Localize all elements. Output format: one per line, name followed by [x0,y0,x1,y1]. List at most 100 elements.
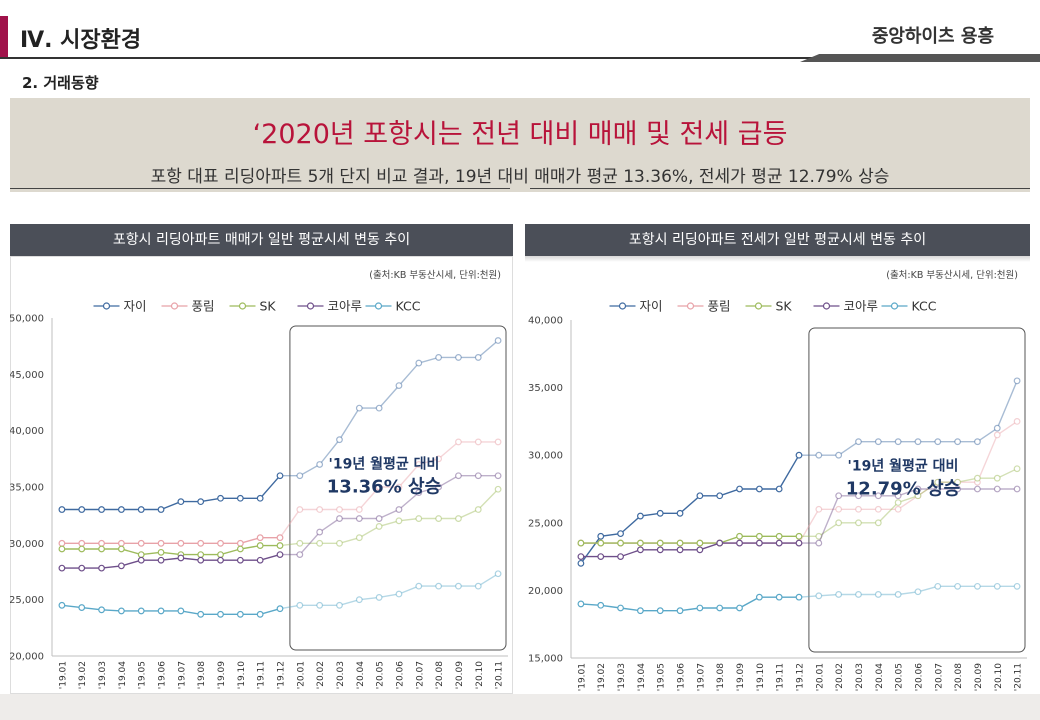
data-point [656,509,664,517]
jeonse-price-line-chart: (출처:KB 부동산시세, 단위:천원) 자이 풍림 SK 코아루 KCC 15,000 20… [528,269,1027,692]
data-point [474,438,482,446]
data-point [835,451,843,459]
data-point [98,564,105,572]
x-tick-label: '20.04 [875,663,885,692]
data-point [355,596,363,604]
data-point [117,539,125,547]
data-point [636,607,644,615]
data-point [217,539,224,547]
data-point [636,512,644,520]
data-point [934,438,942,446]
x-tick-label: '20.05 [376,661,386,689]
x-tick-label: '20.07 [934,663,944,691]
x-tick-label: '19.12 [796,663,806,691]
data-point [58,539,66,547]
data-point [716,604,724,612]
data-point [98,606,105,614]
data-point [894,591,902,598]
data-point [755,532,763,540]
data-point [855,591,862,598]
annotation-line2: 13.36% 상승 [327,477,441,498]
data-point [117,506,125,513]
data-point [78,545,86,553]
data-point [874,519,882,527]
data-point [78,506,86,513]
data-point [236,545,244,553]
data-point [197,498,205,506]
data-point [217,494,224,502]
data-point [157,607,165,615]
data-point [355,515,363,522]
data-point [395,590,403,598]
data-point [474,506,482,513]
data-point [656,539,664,547]
data-point [914,492,922,500]
data-point [894,505,902,513]
data-point [815,532,823,540]
sale-price-line-chart: (출처:KB 부동산시세, 단위:천원) 자이 풍림 SK 코아루 KCC 20,000 25… [10,256,513,694]
footer-strip [0,694,1040,720]
series-line-1-2020 [799,380,1018,456]
data-point [954,485,962,493]
series-line-4 [580,542,799,558]
x-tick-label: '19.06 [158,661,168,690]
series-line-5-2020 [798,585,1018,598]
x-tick-label: '20.10 [475,661,485,690]
data-point [597,539,605,547]
data-point [455,472,462,480]
data-point [755,485,763,493]
data-point [276,534,284,542]
data-point [316,601,324,609]
data-point [993,431,1001,439]
x-tick-label: '20.02 [316,661,326,689]
data-point [395,483,403,491]
x-tick-label: '20.08 [435,661,445,690]
summary-banner: ‘2020년 포항시는 전년 대비 매매 및 전세 급등 포항 대표 리딩아파트… [10,98,1030,192]
data-point [874,505,882,513]
data-point [256,610,264,618]
data-point [415,489,423,497]
data-point [375,483,383,491]
data-point [256,542,264,549]
data-point [835,505,843,513]
data-point [336,506,343,513]
data-point [415,515,423,522]
x-tick-label: '20.09 [455,661,465,690]
data-point [296,539,304,547]
data-point [874,492,882,500]
data-point [656,546,664,554]
data-point [874,591,882,598]
sale-chart-header: 포항시 리딩아파트 매매가 일반 평균시세 변동 추이 [10,224,513,262]
legend-swatch-marker [618,302,627,310]
data-point [993,582,1001,590]
legend-swatch-marker [754,302,763,310]
data-point [58,601,66,609]
data-point [775,532,783,540]
x-tick-label: '20.09 [974,663,984,692]
data-point [316,539,324,547]
x-tick-label: '20.11 [1014,663,1024,691]
legend-swatch-marker [170,302,179,310]
data-point [1013,485,1021,493]
data-point [577,553,585,561]
project-name: 중앙하이츠 용흥 [871,26,994,47]
data-point [137,607,145,615]
data-point [636,539,644,547]
legend-label-3: SK [776,299,793,314]
data-point [355,534,363,542]
data-point [795,532,803,540]
data-point [577,559,585,567]
data-point [236,556,244,564]
annotation-line1: '19년 월평균 대비 [329,456,440,473]
data-point [217,551,224,559]
data-point [117,545,125,553]
data-point [894,499,902,506]
data-point [296,601,304,609]
x-tick-label: '20.11 [495,661,505,689]
data-point [993,424,1001,432]
data-point [993,485,1001,493]
data-point [276,472,284,480]
data-point [494,570,502,578]
data-point [137,506,145,513]
x-tick-label: '19.06 [677,663,687,692]
